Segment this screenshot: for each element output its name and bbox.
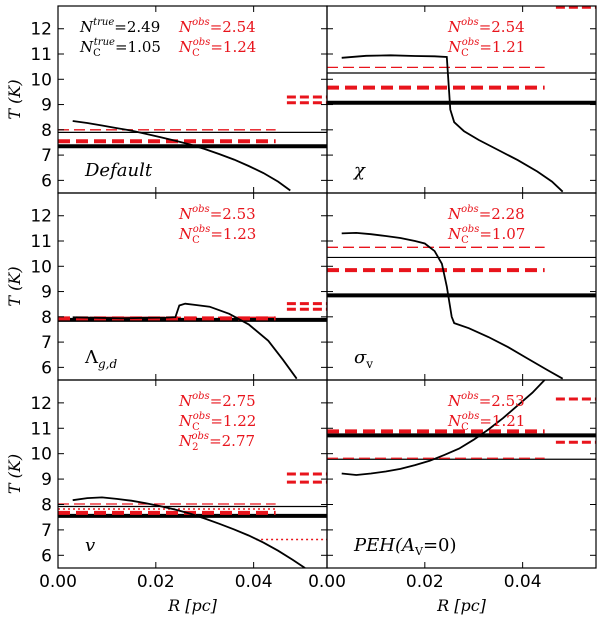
- x-tick-label: 0.04: [504, 572, 542, 592]
- panel-label: χ: [352, 160, 366, 181]
- y-tick-label: 7: [41, 521, 52, 541]
- y-tick-label: 12: [30, 394, 52, 414]
- panel-label: PEH(AV=0): [353, 535, 457, 558]
- panel-plot-area: [58, 302, 327, 380]
- panel-plot-area: [58, 472, 327, 568]
- panel-plot-area: [327, 231, 596, 380]
- y-tick-label: 11: [30, 232, 52, 252]
- annotation-obs: Nobs=2.53: [178, 204, 256, 223]
- y-axis-label: T (K): [5, 266, 24, 306]
- temperature-profile: [341, 54, 564, 193]
- annotation-obs: Nobs=2.28: [447, 204, 525, 223]
- annotation-true: NCtrue=1.05: [79, 37, 161, 59]
- panel-frame: [326, 379, 597, 569]
- annotation-true: Ntrue=2.49: [79, 17, 160, 36]
- temperature-profile: [72, 120, 291, 192]
- x-tick-label: 0.00: [308, 572, 346, 592]
- y-tick-label: 8: [41, 495, 52, 515]
- panel-plot-area: [58, 95, 327, 192]
- y-tick-label: 9: [41, 283, 52, 303]
- panel-frame: [326, 5, 597, 194]
- panel-plot-area: [327, 380, 596, 476]
- panel-label: σv: [354, 347, 373, 371]
- y-tick-label: 11: [30, 419, 52, 439]
- panel-frame: [57, 192, 328, 381]
- panel-label: v: [85, 535, 95, 556]
- y-tick-label: 8: [41, 121, 52, 141]
- x-tick-label: 0.04: [235, 572, 273, 592]
- y-tick-label: 10: [30, 445, 52, 465]
- annotation-obs: NCobs=1.23: [178, 224, 256, 246]
- annotation-obs: N2obs=2.77: [178, 431, 255, 453]
- y-tick-label: 6: [41, 171, 52, 191]
- y-tick-label: 11: [30, 45, 52, 65]
- y-tick-label: 12: [30, 20, 52, 40]
- x-axis-label: R [pc]: [436, 596, 487, 615]
- x-axis-label: R [pc]: [167, 596, 218, 615]
- panel-label: Λg,d: [84, 347, 117, 371]
- y-tick-label: 6: [41, 358, 52, 378]
- y-axis-label: T (K): [5, 454, 24, 494]
- x-tick-label: 0.02: [406, 572, 444, 592]
- panel-frame: [326, 192, 597, 381]
- y-tick-label: 7: [41, 333, 52, 353]
- x-tick-label: 0.02: [137, 572, 175, 592]
- temperature-profile: [72, 302, 298, 380]
- annotation-obs: NCobs=1.24: [178, 37, 256, 59]
- annotation-obs: Nobs=2.75: [178, 391, 256, 410]
- y-tick-label: 6: [41, 546, 52, 566]
- y-axis-label: T (K): [5, 79, 24, 119]
- panel-v: 6 7 8 9 10 11 12 0.00 0.02 0.04 Nobs=2.75NCobs=1.2…: [5, 379, 328, 592]
- x-tick-label: 0.00: [39, 572, 77, 592]
- y-tick-label: 8: [41, 308, 52, 328]
- annotation-obs: NCobs=1.21: [447, 37, 525, 59]
- y-tick-label: 9: [41, 470, 52, 490]
- temperature-profile: [72, 496, 306, 568]
- y-tick-label: 10: [30, 257, 52, 277]
- y-tick-label: 7: [41, 146, 52, 166]
- temperature-profile: [341, 231, 564, 380]
- annotation-obs: Nobs=2.53: [447, 391, 525, 410]
- y-tick-label: 12: [30, 207, 52, 227]
- annotation-obs: NCobs=1.07: [447, 224, 525, 246]
- y-tick-label: 9: [41, 96, 52, 116]
- panel-label: Default: [84, 160, 153, 181]
- temperature-profile: [341, 380, 546, 476]
- y-tick-label: 10: [30, 70, 52, 90]
- panel-plot-area: [327, 6, 596, 193]
- annotation-obs: NCobs=1.22: [178, 411, 256, 433]
- annotation-obs: Nobs=2.54: [178, 17, 256, 36]
- annotation-obs: NCobs=1.21: [447, 411, 525, 433]
- annotation-obs: Nobs=2.54: [447, 17, 525, 36]
